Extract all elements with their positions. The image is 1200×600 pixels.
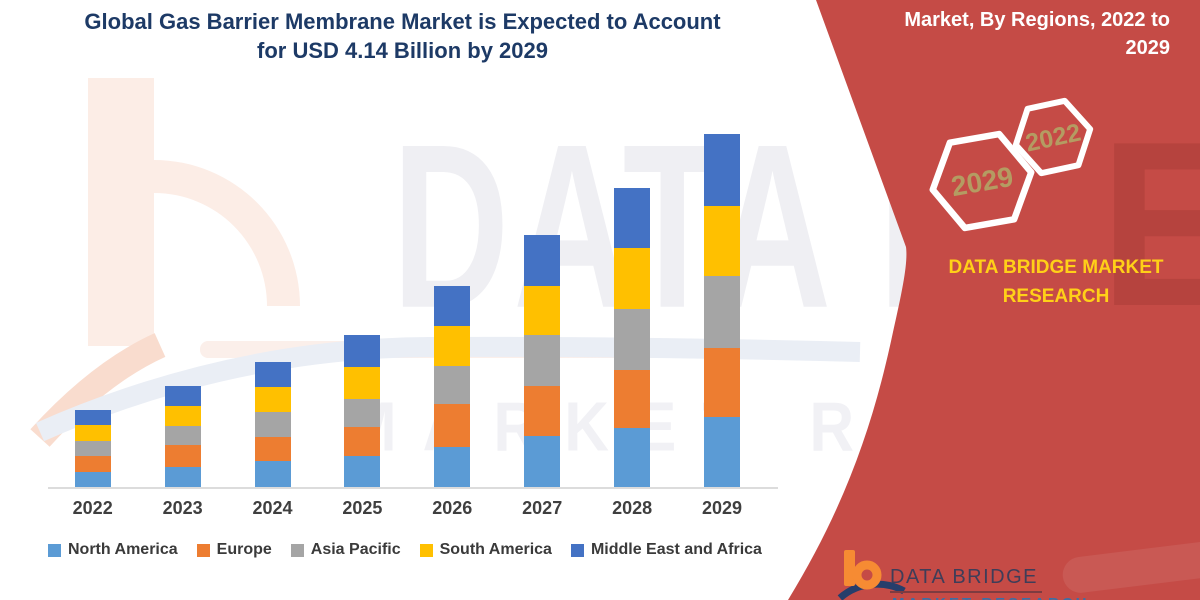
bar-segment-2026	[434, 365, 471, 405]
footer-brand-subtext: MARKET RESEARCH	[892, 595, 1090, 600]
panel-header-line1: Market, By Regions, 2022 to	[904, 9, 1170, 31]
legend-swatch-icon	[290, 543, 304, 557]
bar-segment-2023	[164, 425, 201, 446]
bar-segment-2022	[74, 410, 111, 425]
bar-segment-2029	[704, 348, 740, 418]
x-axis-line	[48, 487, 778, 489]
bar-segment-2026	[434, 285, 471, 326]
legend-item: South America	[419, 541, 552, 559]
footer-logo-bowl	[852, 560, 882, 590]
bar-segment-2023	[164, 466, 201, 487]
bar-segment-2028	[614, 248, 651, 309]
bar-2025	[344, 335, 381, 487]
legend-swatch-icon	[48, 543, 61, 557]
bar-segment-2026	[434, 404, 471, 447]
legend-item: Asia Pacific	[290, 541, 401, 559]
bar-segment-2023	[164, 385, 201, 407]
x-axis-label-2025: 2025	[342, 498, 383, 518]
footer-brand-underline	[890, 591, 1042, 593]
watermark-logo-bar	[88, 78, 154, 346]
bar-segment-2025	[344, 456, 381, 487]
x-axis-label-2022: 2022	[72, 498, 113, 518]
watermark-logo-bowl	[154, 160, 300, 306]
legend-label: North America	[68, 541, 178, 558]
bar-segment-2029	[704, 133, 740, 207]
legend-label: Europe	[216, 541, 272, 558]
bar-2027	[524, 235, 561, 487]
bar-segment-2029	[704, 417, 740, 487]
footer-logo-stem	[844, 550, 855, 586]
bar-segment-2027	[524, 285, 561, 336]
bar-segment-2025	[344, 366, 381, 400]
legend-label: Asia Pacific	[310, 541, 401, 558]
bar-segment-2027	[524, 385, 561, 436]
bar-segment-2022	[74, 471, 111, 487]
bar-segment-2025	[344, 427, 381, 457]
legend-swatch-icon	[419, 543, 433, 557]
x-axis-label-2026: 2026	[432, 498, 473, 518]
bar-segment-2028	[614, 370, 651, 429]
bar-segment-2028	[614, 308, 651, 371]
bar-2029	[704, 133, 740, 487]
bar-segment-2028	[614, 428, 651, 487]
bar-segment-2023	[164, 406, 201, 426]
chart-legend: North America Europe Asia Pacific South Ame…	[48, 541, 762, 559]
bar-segment-2029	[704, 206, 740, 276]
bar-segment-2022	[74, 424, 111, 441]
bar-segment-2026	[434, 325, 471, 366]
x-axis-label-2027: 2027	[522, 498, 563, 518]
legend-item: Europe	[196, 541, 272, 559]
bar-segment-2029	[704, 275, 740, 349]
chart-title-line2: for USD 4.14 Billion by 2029	[257, 38, 548, 64]
chart-title-line1: Global Gas Barrier Membrane Market is Ex…	[84, 9, 721, 34]
chart-title: Global Gas Barrier Membrane Market is Ex…	[30, 7, 775, 65]
bar-segment-2024	[254, 436, 291, 462]
bar-segment-2027	[524, 335, 561, 386]
bar-segment-2025	[344, 335, 381, 367]
bar-2023	[164, 385, 201, 487]
bar-segment-2027	[524, 435, 561, 487]
bar-2026	[434, 285, 471, 487]
panel-header: Market, By Regions, 2022 to 2029	[855, 6, 1170, 62]
x-axis-label-2029: 2029	[701, 498, 743, 518]
footer-brand-name: DATA BRIDGE	[890, 566, 1039, 588]
legend-label: South America	[439, 541, 552, 558]
bar-segment-2024	[254, 412, 291, 437]
panel-brand-text: DATA BRIDGE MARKET RESEARCH	[948, 257, 1164, 308]
x-axis-label-2024: 2024	[252, 498, 293, 518]
bar-2028	[614, 188, 651, 487]
legend-label: Middle East and Africa	[590, 541, 762, 558]
bar-segment-2024	[254, 387, 291, 413]
bar-segment-2024	[254, 461, 291, 487]
bar-segment-2024	[254, 361, 291, 388]
x-axis-label-2028: 2028	[612, 498, 653, 518]
legend-item: North America	[48, 541, 178, 559]
bar-segment-2022	[74, 456, 111, 472]
bar-segment-2022	[74, 440, 111, 457]
bar-segment-2028	[614, 188, 651, 249]
bar-segment-2025	[344, 399, 381, 428]
bar-2022	[74, 410, 111, 487]
bar-2024	[254, 361, 291, 487]
legend-item: Middle East and Africa	[570, 541, 762, 559]
x-axis-label-2023: 2023	[162, 498, 203, 518]
bar-segment-2027	[524, 235, 561, 286]
legend-swatch-icon	[570, 543, 584, 557]
legend-swatch-icon	[196, 543, 210, 557]
bar-segment-2023	[164, 445, 201, 467]
panel-header-line2: 2029	[1125, 37, 1171, 59]
bar-segment-2026	[434, 446, 471, 487]
